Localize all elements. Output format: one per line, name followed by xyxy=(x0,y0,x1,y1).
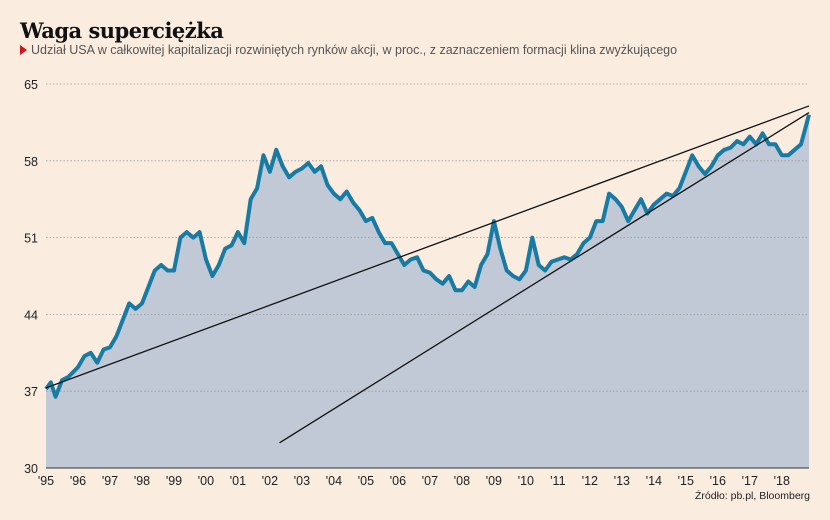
x-tick-label: '15 xyxy=(678,474,694,488)
x-tick-label: '97 xyxy=(102,474,118,488)
x-tick-label: '10 xyxy=(518,474,534,488)
y-tick-labels: 30 37 44 51 58 65 xyxy=(24,78,38,476)
x-tick-label: '09 xyxy=(486,474,502,488)
x-tick-label: '17 xyxy=(742,474,758,488)
x-tick-label: '11 xyxy=(550,474,565,488)
x-tick-label: '14 xyxy=(646,474,662,488)
x-tick-labels: '95 '96 '97 '98 '99 '00 '01 '02 '03 '04 '05 '06 '07 '… xyxy=(38,474,790,488)
y-tick-label: 37 xyxy=(24,385,38,399)
chart-subtitle: Udział USA w całkowitej kapitalizacji ro… xyxy=(20,43,677,57)
y-tick-label: 65 xyxy=(24,78,38,92)
y-tick-label: 44 xyxy=(24,308,38,322)
y-tick-label: 30 xyxy=(24,462,38,476)
x-tick-label: '18 xyxy=(774,474,790,488)
y-tick-label: 51 xyxy=(24,232,38,246)
area-fill xyxy=(46,114,809,468)
upper-trendline xyxy=(45,105,810,389)
x-tick-label: '16 xyxy=(710,474,726,488)
x-tick-label: '13 xyxy=(614,474,630,488)
grid-lines xyxy=(46,83,809,392)
series-line xyxy=(44,114,811,399)
x-tick-label: '06 xyxy=(390,474,406,488)
subtitle-text: Udział USA w całkowitej kapitalizacji ro… xyxy=(31,43,678,57)
source-note: Źródło: pb.pl, Bloomberg xyxy=(695,490,810,502)
x-tick-label: '08 xyxy=(454,474,470,488)
chart-title: Waga superciężka xyxy=(20,18,224,43)
x-tick-label: '00 xyxy=(198,474,214,488)
x-tick-label: '05 xyxy=(358,474,374,488)
x-tick-label: '99 xyxy=(166,474,182,488)
wedge-lines xyxy=(45,105,810,444)
bullet-triangle-icon xyxy=(20,45,27,55)
x-tick-label: '07 xyxy=(422,474,438,488)
x-tick-label: '12 xyxy=(582,474,598,488)
x-tick-label: '95 xyxy=(38,474,54,488)
lower-trendline xyxy=(279,111,810,444)
y-tick-label: 58 xyxy=(24,155,38,169)
x-tick-label: '96 xyxy=(70,474,86,488)
x-tick-label: '03 xyxy=(294,474,310,488)
x-tick-label: '04 xyxy=(326,474,342,488)
x-tick-label: '98 xyxy=(134,474,150,488)
x-tick-label: '02 xyxy=(262,474,278,488)
x-tick-label: '01 xyxy=(230,474,246,488)
